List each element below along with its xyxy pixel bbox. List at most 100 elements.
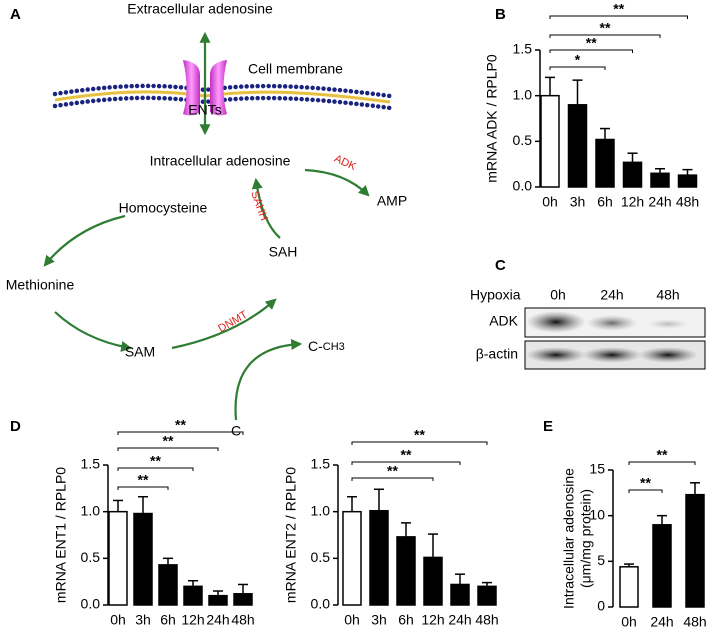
band [582, 347, 642, 363]
significance-label: ** [600, 20, 611, 36]
bar [396, 536, 416, 606]
y-tick-label: 1.0 [311, 502, 331, 518]
x-tick-label: 0h [621, 614, 637, 627]
band [648, 319, 688, 329]
lane-label: 0h [550, 287, 566, 303]
band [638, 347, 698, 363]
node-label: Homocysteine [119, 200, 208, 216]
pathway-diagram: A Extracellular adenosine Cell membrane … [6, 1, 407, 439]
enzyme-label: ADK [332, 153, 358, 174]
y-axis-label: (μm/mg protein) [578, 489, 594, 588]
x-tick-label: 48h [475, 612, 498, 627]
y-tick-label: 1.0 [81, 502, 101, 518]
y-axis-label: Intracellular adenosine [561, 468, 577, 609]
reaction-arrow [171, 298, 277, 350]
y-tick-label: 0.0 [81, 596, 101, 612]
significance-bracket [117, 467, 194, 471]
x-tick-label: 12h [421, 612, 444, 627]
band [526, 347, 586, 363]
enzyme-label: SAHH [248, 190, 270, 223]
significance-bracket [549, 15, 688, 19]
significance-bracket [351, 461, 461, 465]
x-tick-label: 24h [650, 614, 673, 627]
western-blot: C Hypoxia 0h 24h 48h ADK β-actin [470, 257, 706, 370]
y-axis-label: mRNA ENT2 / RPLP0 [283, 467, 299, 603]
bar [158, 564, 178, 606]
node-label: SAM [125, 344, 155, 360]
transporter [183, 60, 200, 116]
x-tick-label: 3h [135, 612, 151, 627]
y-tick-label: 0.0 [311, 596, 331, 612]
bar [183, 585, 203, 606]
node-label: Intracellular adenosine [150, 153, 291, 169]
significance-label: ** [175, 417, 186, 433]
x-tick-label: 12h [621, 194, 644, 210]
x-tick-label: 24h [648, 194, 671, 210]
node-label: C- [308, 338, 323, 354]
bar [595, 138, 615, 188]
bar [540, 94, 560, 188]
y-axis-label: mRNA ADK / RPLP0 [484, 54, 500, 183]
significance-label: ** [657, 447, 668, 463]
reaction-arrow [304, 168, 370, 197]
x-tick-label: 3h [371, 612, 387, 627]
significance-label: ** [613, 1, 624, 17]
bar [369, 509, 389, 606]
y-tick-label: 0.0 [513, 178, 533, 194]
significance-bracket [628, 489, 663, 493]
node-label: Extracellular adenosine [127, 1, 273, 17]
reaction-arrow [251, 177, 281, 239]
node-label: AMP [377, 193, 407, 209]
significance-bracket [549, 49, 633, 53]
significance-label: ** [586, 35, 597, 51]
y-tick-label: 1.0 [513, 86, 533, 102]
reaction-arrow [54, 311, 133, 352]
x-tick-label: 3h [570, 194, 586, 210]
x-tick-label: 48h [231, 612, 254, 627]
bar [342, 510, 362, 606]
y-tick-label: 5 [597, 552, 605, 568]
node-label: Methionine [6, 277, 75, 293]
bar [208, 594, 228, 606]
bar [622, 161, 643, 188]
y-tick-label: 0.5 [311, 549, 331, 565]
bar [619, 566, 639, 608]
significance-bracket [628, 461, 696, 465]
x-tick-label: 48h [683, 614, 706, 627]
panel-label: B [495, 6, 506, 23]
x-tick-label: 48h [676, 194, 699, 210]
condition-label: Hypoxia [470, 287, 521, 303]
band [586, 315, 638, 331]
node-label: ENTs [188, 102, 221, 118]
row-label: ADK [489, 313, 518, 329]
significance-bracket [117, 486, 169, 490]
significance-label: ** [138, 472, 149, 488]
bar [477, 585, 497, 606]
enzyme-label: DNMT [216, 309, 250, 335]
node-label: C-CH3 [308, 338, 345, 354]
x-tick-label: 24h [448, 612, 471, 627]
band [526, 311, 586, 333]
bar [652, 524, 672, 608]
reaction-arrow [234, 339, 303, 421]
panel-label: E [543, 418, 553, 435]
y-tick-label: 0 [597, 598, 605, 614]
significance-bracket [351, 477, 434, 481]
y-tick-label: 0.5 [81, 549, 101, 565]
x-tick-label: 0h [344, 612, 360, 627]
panel-label: D [10, 418, 21, 435]
y-tick-label: 1.5 [513, 41, 533, 57]
significance-label: ** [387, 463, 398, 479]
significance-label: ** [401, 447, 412, 463]
node-label: Cell membrane [248, 61, 343, 77]
x-tick-label: 24h [206, 612, 229, 627]
transporter [210, 60, 227, 116]
bar [233, 593, 253, 606]
x-tick-label: 6h [160, 612, 176, 627]
significance-label: * [575, 52, 581, 68]
significance-label: ** [640, 475, 651, 491]
y-tick-label: 10 [589, 506, 605, 522]
significance-bracket [351, 441, 488, 445]
y-tick-label: 0.5 [513, 132, 533, 148]
bar [450, 583, 470, 606]
